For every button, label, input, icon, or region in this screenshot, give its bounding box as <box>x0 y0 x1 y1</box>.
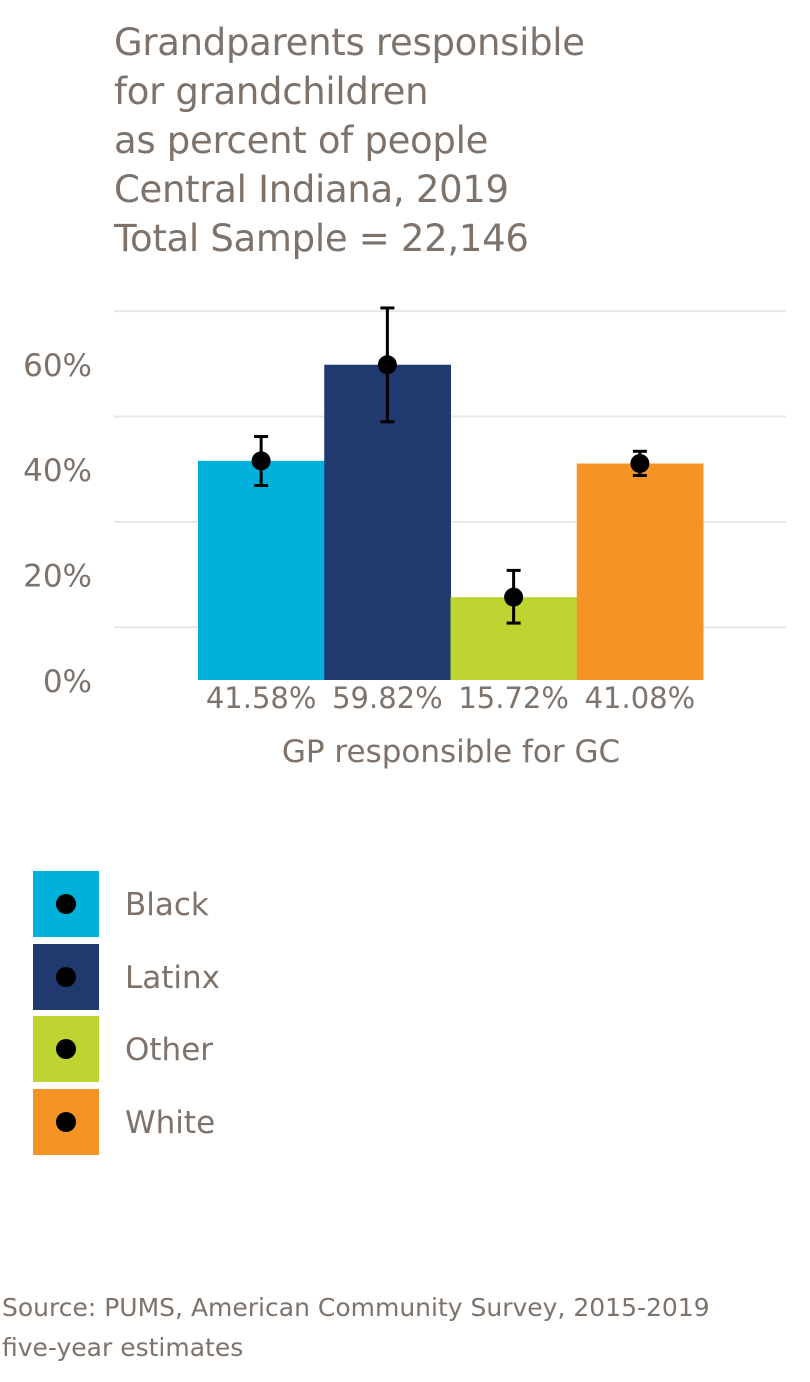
legend-dot-icon <box>56 966 76 987</box>
bar-value-label: 15.72% <box>458 681 569 715</box>
legend-dot-icon <box>56 1039 76 1059</box>
bars <box>198 364 704 680</box>
chart-title: Grandparents responsible for grandchildr… <box>114 18 585 263</box>
chart-title-line: Total Sample = 22,146 <box>114 217 529 260</box>
legend-label: White <box>125 1104 216 1141</box>
y-tick-label: 0% <box>43 664 92 700</box>
point-black <box>251 451 271 471</box>
source-line: Source: PUMS, American Community Survey,… <box>2 1293 710 1322</box>
legend-label: Other <box>125 1032 214 1068</box>
bar-value-labels: 41.58% 59.82% 15.72% 41.08% <box>206 681 695 715</box>
legend-item-other: Other <box>33 1016 433 1082</box>
bar-white <box>576 463 704 680</box>
legend-label: Black <box>125 887 209 923</box>
error-bar-other <box>504 568 524 625</box>
y-tick-label: 20% <box>23 559 92 595</box>
error-bar-latinx <box>377 306 397 424</box>
point-latinx <box>377 355 397 375</box>
legend-dot-icon <box>56 1111 76 1132</box>
y-axis: 0% 20% 40% 60% <box>23 348 92 700</box>
legend-label: Latinx <box>125 959 221 996</box>
point-white <box>630 454 650 474</box>
error-bars <box>251 306 650 625</box>
legend-item-latinx: Latinx <box>33 943 433 1010</box>
chart-title-line: Grandparents responsible <box>114 21 585 64</box>
chart-title-line: as percent of people <box>114 119 489 162</box>
bar-value-label: 59.82% <box>332 681 443 715</box>
y-tick-label: 60% <box>23 348 92 384</box>
legend-dot-icon <box>56 894 76 914</box>
bar-value-label: 41.08% <box>585 681 696 715</box>
bar-chart: 0% 20% 40% 60% 41.58% 59.82% 15.72% 41.08% GP … <box>23 306 786 770</box>
legend-swatch <box>33 1016 99 1082</box>
legend-swatch <box>33 943 99 1010</box>
source-line: five-year estimates <box>2 1333 244 1362</box>
legend-swatch <box>33 1088 99 1155</box>
error-bar-white <box>630 449 650 478</box>
chart-title-line: for grandchildren <box>114 70 429 113</box>
y-tick-label: 40% <box>23 453 92 489</box>
point-other <box>504 587 524 607</box>
legend-item-black: Black <box>33 871 433 937</box>
bar-value-label: 41.58% <box>206 681 317 715</box>
legend-swatch <box>33 871 99 937</box>
legend-item-white: White <box>33 1088 433 1155</box>
chart-title-line: Central Indiana, 2019 <box>114 168 509 211</box>
x-axis-label: GP responsible for GC <box>282 734 620 770</box>
source-note: Source: PUMS, American Community Survey,… <box>2 1288 710 1368</box>
error-bar-black <box>251 435 271 488</box>
bar-black <box>198 460 325 680</box>
